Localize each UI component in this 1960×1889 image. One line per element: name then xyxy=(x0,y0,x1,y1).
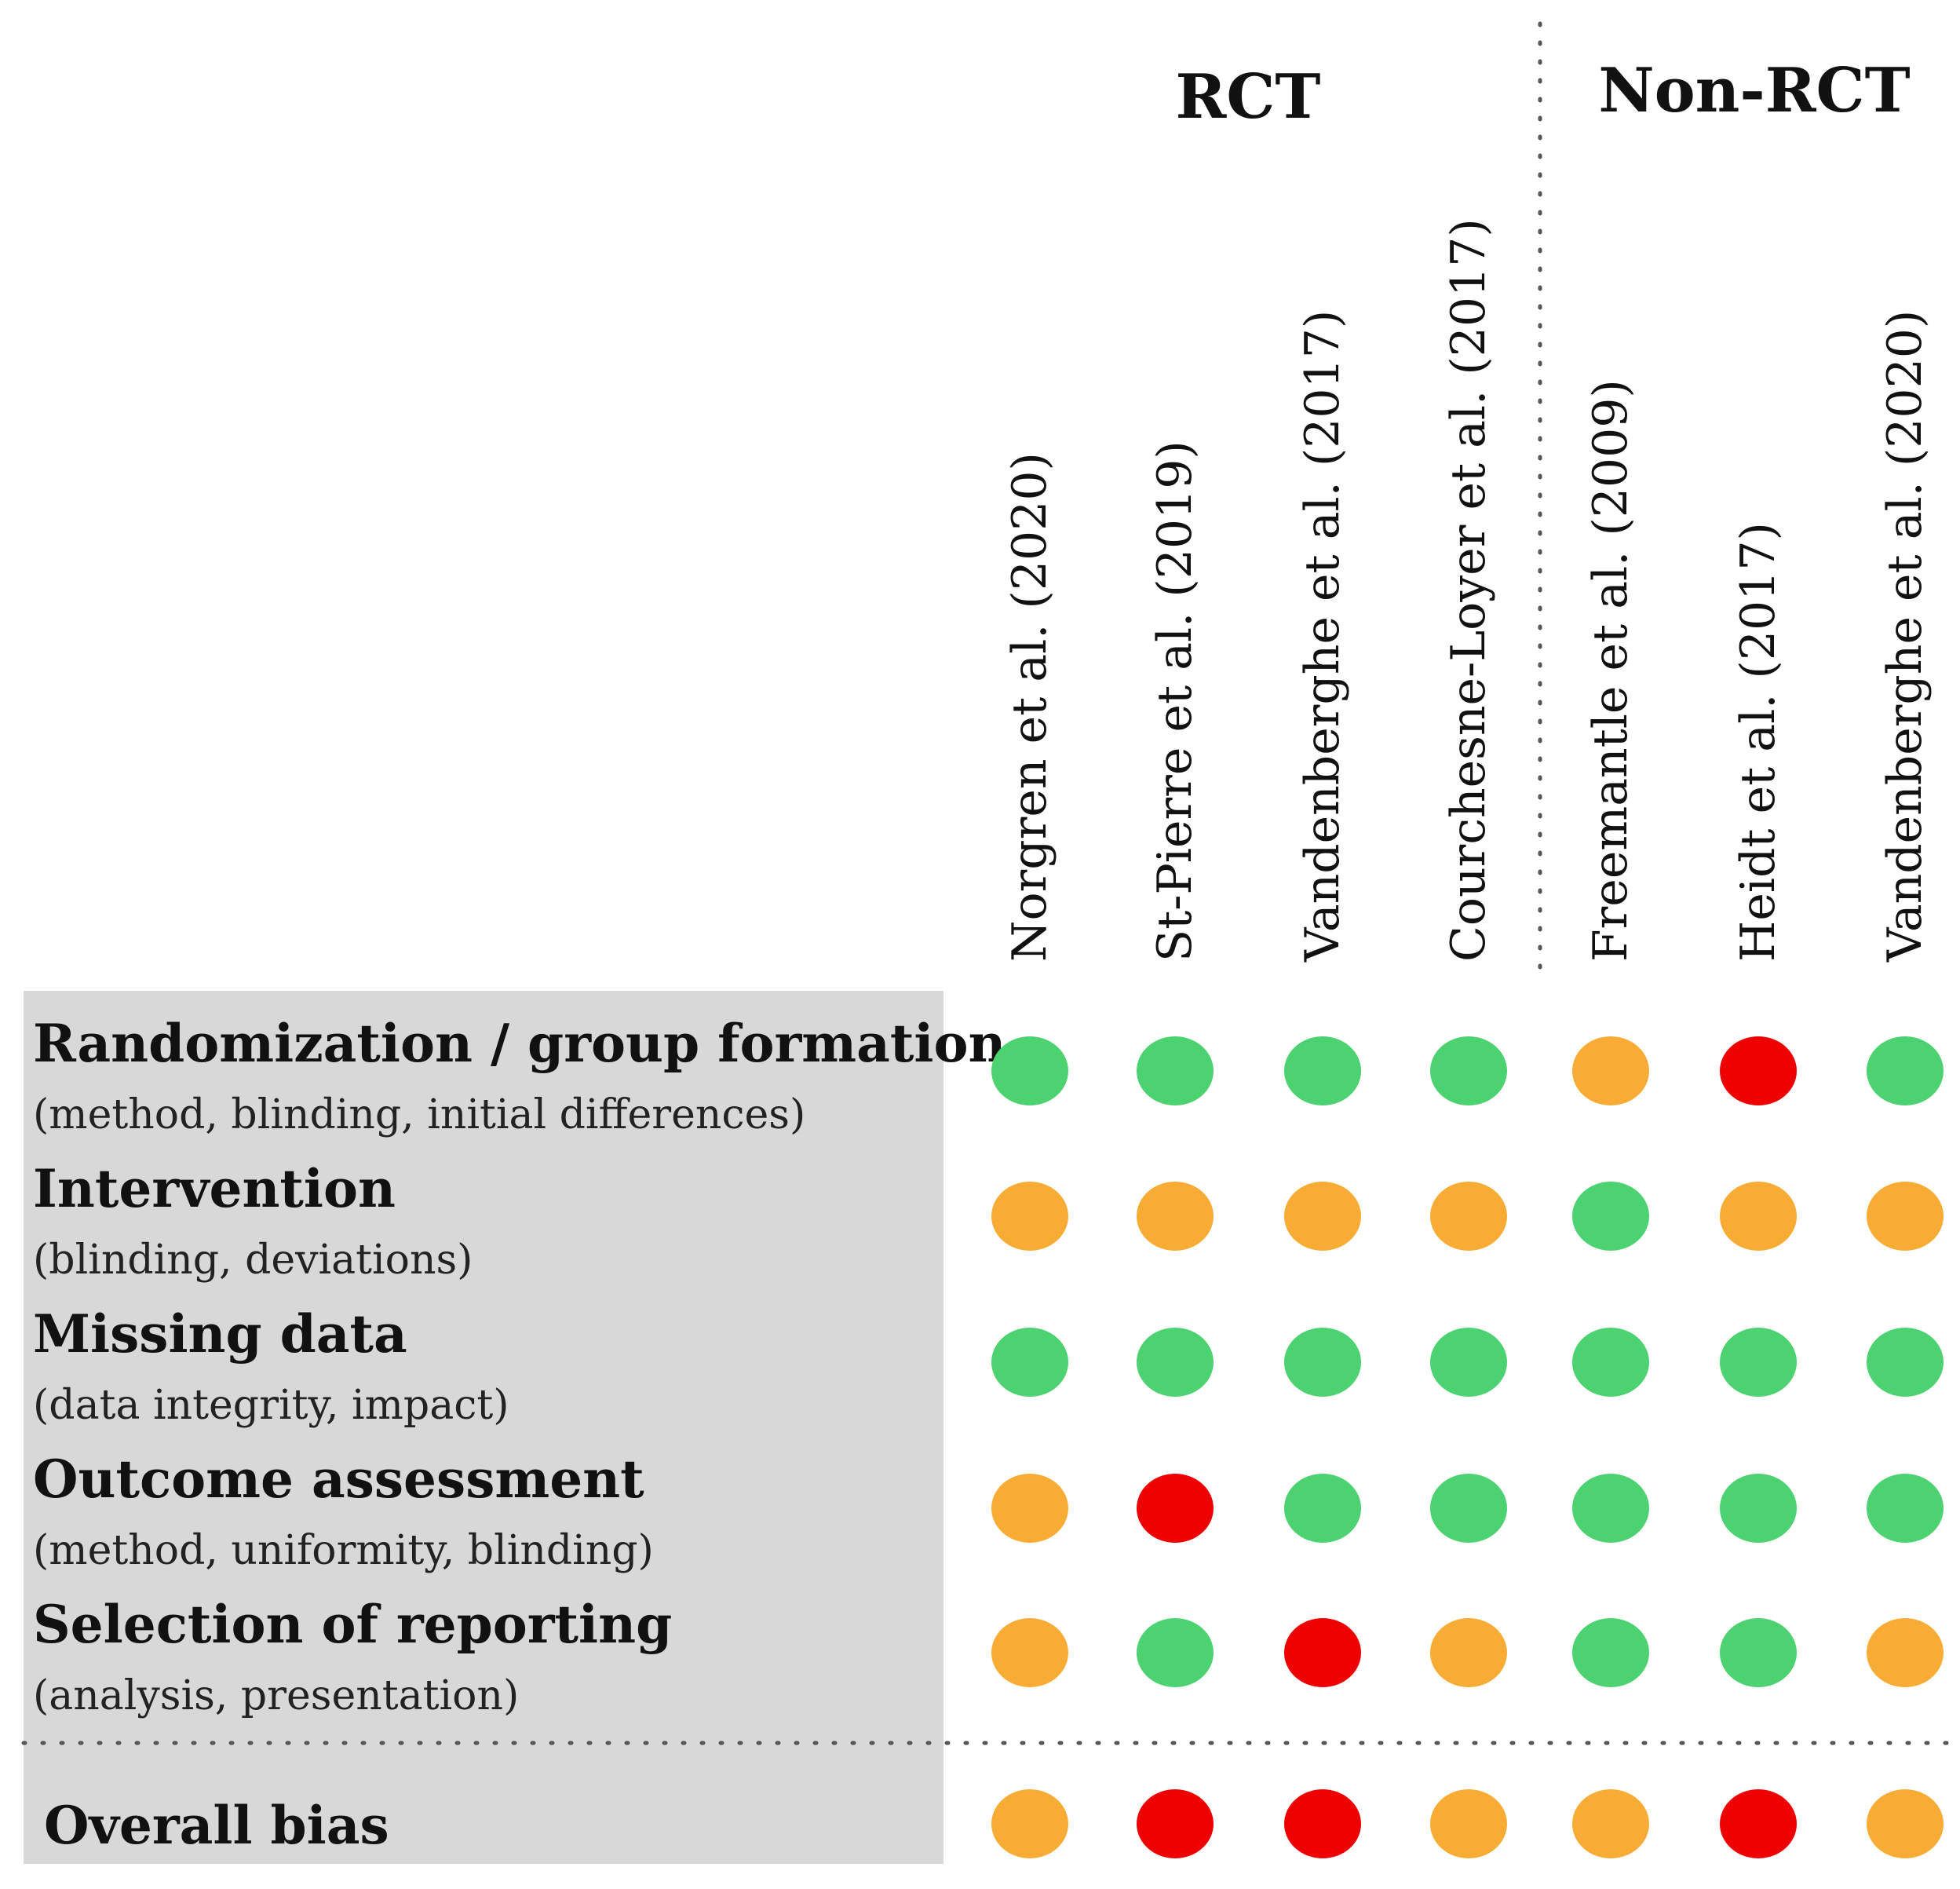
rating-dot-some xyxy=(1430,1618,1507,1687)
rating-dot-some xyxy=(991,1474,1068,1543)
rating-dots xyxy=(991,1036,1944,1858)
rating-dot-high xyxy=(1720,1036,1797,1105)
rating-dot-low xyxy=(1137,1328,1214,1397)
overall-dot-some xyxy=(1572,1789,1649,1858)
study-label: Freemantle et al. (2009) xyxy=(1583,379,1638,962)
rating-dot-low xyxy=(1720,1618,1797,1687)
domain-subtitle: (method, blinding, initial differences) xyxy=(33,1091,805,1138)
rating-dot-high xyxy=(1137,1474,1214,1543)
study-label: Norgren et al. (2020) xyxy=(1002,452,1057,962)
rating-dot-low xyxy=(1720,1474,1797,1543)
rating-dot-some xyxy=(1867,1618,1944,1687)
rating-dot-low xyxy=(1867,1036,1944,1105)
rating-dot-low xyxy=(1284,1328,1361,1397)
domain-title: Selection of reporting xyxy=(33,1594,672,1655)
rating-dot-low xyxy=(1430,1474,1507,1543)
overall-dot-some xyxy=(991,1789,1068,1858)
group-label-rct: RCT xyxy=(1176,61,1321,133)
rating-dot-low xyxy=(1720,1328,1797,1397)
rating-dot-some xyxy=(1137,1182,1214,1251)
study-label: Heidt et al. (2017) xyxy=(1731,522,1786,962)
rating-dot-some xyxy=(1430,1182,1507,1251)
rating-dot-low xyxy=(1284,1036,1361,1105)
group-label-non-rct: Non-RCT xyxy=(1598,55,1910,126)
domain-title: Randomization / group formation xyxy=(33,1013,1006,1074)
rating-dot-low xyxy=(1430,1036,1507,1105)
domain-subtitle: (data integrity, impact) xyxy=(33,1382,509,1429)
domain-labels: Randomization / group formation (method,… xyxy=(33,1013,1006,1856)
overall-dot-high xyxy=(1284,1789,1361,1858)
domain-subtitle: (analysis, presentation) xyxy=(33,1672,519,1719)
study-label: Vandenberghe et al. (2020) xyxy=(1878,310,1933,963)
rating-dot-low xyxy=(991,1036,1068,1105)
domain-subtitle: (blinding, deviations) xyxy=(33,1237,473,1284)
overall-dot-high xyxy=(1720,1789,1797,1858)
rating-dot-some xyxy=(1284,1182,1361,1251)
rating-dot-high xyxy=(1284,1618,1361,1687)
overall-dot-some xyxy=(1430,1789,1507,1858)
rating-dot-some xyxy=(991,1618,1068,1687)
overall-dot-some xyxy=(1867,1789,1944,1858)
rating-dot-some xyxy=(991,1182,1068,1251)
domain-label-panel xyxy=(24,991,944,1864)
domain-title: Missing data xyxy=(33,1303,407,1365)
study-labels: Norgren et al. (2020) St-Pierre et al. (2… xyxy=(1002,218,1933,963)
rating-dot-low xyxy=(1572,1618,1649,1687)
study-label: St-Pierre et al. (2019) xyxy=(1148,440,1203,962)
rating-dot-some xyxy=(1720,1182,1797,1251)
domain-subtitle: (method, uniformity, blinding) xyxy=(33,1527,654,1574)
rating-dot-low xyxy=(1137,1618,1214,1687)
rating-dot-low xyxy=(1572,1182,1649,1251)
rating-dot-low xyxy=(1430,1328,1507,1397)
domain-title: Intervention xyxy=(33,1158,396,1219)
rating-dot-low xyxy=(1572,1328,1649,1397)
study-label: Vandenberghe et al. (2017) xyxy=(1295,310,1350,963)
study-label: Courchesne-Loyer et al. (2017) xyxy=(1441,218,1496,962)
rating-dot-low xyxy=(1867,1328,1944,1397)
rating-dot-low xyxy=(1867,1474,1944,1543)
rating-dot-low xyxy=(991,1328,1068,1397)
domain-title: Outcome assessment xyxy=(33,1449,644,1510)
rating-dot-low xyxy=(1284,1474,1361,1543)
rating-dot-low xyxy=(1137,1036,1214,1105)
rating-dot-some xyxy=(1572,1036,1649,1105)
rating-dot-some xyxy=(1867,1182,1944,1251)
rating-dot-low xyxy=(1572,1474,1649,1543)
overall-bias-title: Overall bias xyxy=(44,1795,389,1856)
overall-dot-high xyxy=(1137,1789,1214,1858)
